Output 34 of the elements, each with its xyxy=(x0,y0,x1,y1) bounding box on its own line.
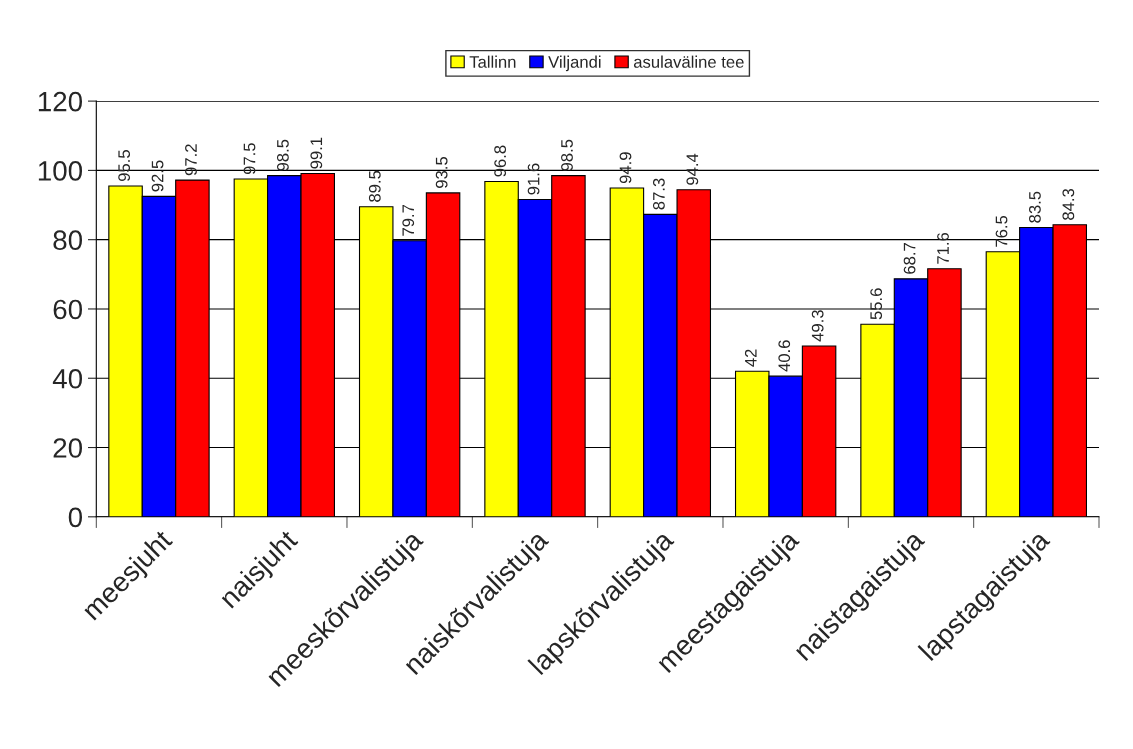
data-label: 49.3 xyxy=(811,310,824,342)
data-label: 99.1 xyxy=(310,137,323,169)
data-label: 84.3 xyxy=(1062,188,1075,220)
legend-label: Tallinn xyxy=(469,55,516,68)
data-label: 95.5 xyxy=(118,150,131,182)
y-tick-label: 100 xyxy=(38,161,83,181)
data-label: 91.6 xyxy=(527,163,540,195)
y-tick-label: 80 xyxy=(53,230,83,251)
data-label: 94.4 xyxy=(686,153,699,185)
data-label: 40.6 xyxy=(778,340,791,372)
y-tick-label: 60 xyxy=(53,299,83,320)
y-tick-label: 20 xyxy=(53,438,83,458)
data-label: 42 xyxy=(744,349,757,367)
y-tick-label: 40 xyxy=(52,368,83,389)
data-label: 87.3 xyxy=(653,178,665,210)
data-label: 98.5 xyxy=(561,139,573,171)
legend-label: asulaväline tee xyxy=(633,55,744,68)
data-label: 71.6 xyxy=(937,232,949,264)
legend-label: Viljandi xyxy=(548,55,601,72)
data-label: 93.5 xyxy=(435,157,448,188)
data-label: 98.5 xyxy=(276,139,289,171)
data-label: 97.5 xyxy=(243,143,256,175)
data-label: 89.5 xyxy=(368,170,381,202)
data-label: 79.7 xyxy=(402,204,415,236)
data-label: 83.5 xyxy=(1029,191,1041,223)
data-label: 94.9 xyxy=(619,152,632,184)
y-tick-label: 120 xyxy=(38,91,83,112)
data-label: 76.5 xyxy=(995,215,1008,247)
data-label: 55.6 xyxy=(870,288,883,320)
data-label: 97.2 xyxy=(185,144,197,176)
data-label: 96.8 xyxy=(494,145,507,177)
y-tick-label: 0 xyxy=(68,507,83,528)
data-label: 92.5 xyxy=(151,160,164,192)
data-label: 68.7 xyxy=(903,243,916,274)
